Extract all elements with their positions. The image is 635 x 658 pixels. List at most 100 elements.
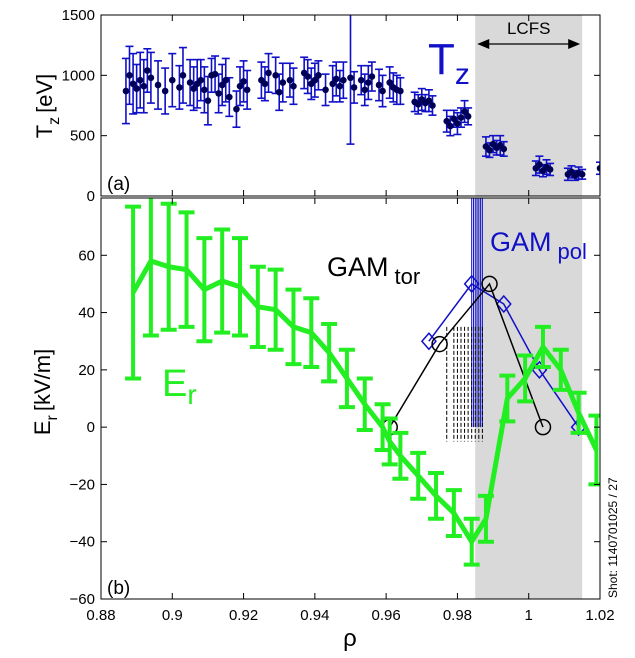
gam-pol-label: GAM pol: [490, 227, 587, 264]
tz-point: [190, 85, 197, 92]
tz-point: [332, 75, 340, 83]
er-line: [130, 258, 599, 545]
tz-point: [379, 87, 386, 95]
panel-b-frame: [100, 197, 601, 600]
panel-b-ylabel: Er[kV/m]: [30, 349, 61, 435]
tz-point: [447, 122, 454, 130]
tz-point: [222, 76, 230, 84]
tz-point: [340, 76, 347, 84]
er-series-label: Er: [162, 363, 197, 410]
tz-point: [197, 76, 205, 84]
tz-point: [176, 84, 183, 91]
tz-point: [454, 120, 461, 127]
ytick-label: 40: [78, 305, 95, 322]
panel-b-shaded-region: [475, 198, 583, 599]
xtick-label: 0.92: [229, 607, 258, 624]
tz-point: [596, 164, 600, 172]
tz-point: [122, 87, 130, 95]
tz-point: [136, 76, 144, 84]
tz-point: [329, 80, 336, 88]
tz-point: [186, 79, 194, 86]
shot-label: Shot: 1140701025 / 27: [606, 477, 620, 598]
tz-point: [261, 80, 269, 88]
xtick-label: 0.9: [162, 607, 183, 624]
panel-a-shaded-region: [475, 15, 583, 196]
tz-point: [243, 86, 251, 94]
tz-point: [126, 72, 133, 79]
tz-point: [275, 88, 283, 96]
tz-point: [500, 145, 508, 153]
tz-point: [486, 146, 493, 154]
tz-point: [144, 67, 151, 74]
tz-point: [154, 81, 162, 89]
tz-point: [147, 74, 155, 82]
tz-point: [226, 93, 233, 101]
ytick-label: 60: [78, 247, 95, 264]
gam-tor-line: [389, 282, 544, 428]
gam-tor-label: GAM tor: [327, 252, 420, 289]
xtick-label: 0.88: [86, 607, 115, 624]
tz-point: [133, 85, 140, 92]
tz-point: [368, 73, 376, 80]
tz-point: [322, 86, 329, 94]
tz-point: [429, 102, 436, 109]
panel-a-label: (a): [107, 174, 130, 195]
tz-point: [233, 105, 240, 113]
ytick-label: −20: [70, 476, 95, 493]
tz-point: [536, 161, 543, 168]
xtick-label: 0.94: [300, 607, 329, 624]
ytick-label: 0: [87, 188, 95, 205]
er-series: [125, 198, 600, 567]
tz-point: [286, 76, 294, 84]
tz-point: [201, 86, 208, 94]
ytick-label: −40: [70, 534, 95, 551]
tz-point: [290, 82, 297, 90]
tz-point: [397, 87, 404, 95]
tz-point: [211, 70, 219, 78]
tz-point: [304, 73, 312, 80]
tz-point: [204, 97, 212, 104]
ytick-label: 20: [78, 362, 95, 379]
panel-a-frame: [100, 14, 601, 197]
tz-point: [218, 81, 226, 89]
tz-point: [464, 113, 472, 120]
gam-tor-marker: [431, 335, 448, 353]
gam-tor-marker: [481, 275, 498, 293]
tz-point: [425, 97, 433, 104]
gam-pol-line: [428, 282, 580, 428]
panel-b-xlabel: ρ: [343, 625, 357, 652]
ytick-label: −60: [70, 591, 95, 608]
xtick-label: 1: [525, 607, 533, 624]
lcfs-annotation: LCFS: [477, 19, 581, 49]
tz-point: [265, 69, 272, 77]
tz-point: [546, 166, 554, 173]
panel-b: −60 −40 −20 0 20 40 60 0.88 0.9 0.92 0.94 0.96 0.98…: [30, 197, 620, 652]
tz-point: [161, 87, 169, 95]
gam-vertical-lines: [471, 198, 483, 428]
xtick-label: 0.96: [372, 607, 401, 624]
panel-a-ylabel: Tz[eV]: [32, 74, 63, 139]
tz-point: [311, 76, 319, 84]
tz-point: [140, 82, 148, 90]
xtick-label: 0.98: [443, 607, 472, 624]
panel-a-points: [122, 67, 600, 179]
tz-point: [336, 82, 344, 90]
tz-point: [240, 78, 247, 85]
xtick-label: 1.02: [585, 607, 614, 624]
ytick-label: 500: [70, 128, 95, 145]
panel-b-xticks: 0.88 0.9 0.92 0.94 0.96 0.98 1 1.02: [86, 198, 615, 624]
tz-point: [450, 115, 458, 123]
ytick-label: 0: [87, 419, 95, 436]
tz-point: [414, 100, 422, 108]
tz-point: [457, 114, 465, 121]
tz-point: [361, 86, 369, 94]
tz-point: [272, 72, 279, 79]
tz-point: [315, 72, 322, 79]
tz-series-label: Tz: [428, 35, 470, 91]
tz-point: [386, 79, 394, 86]
lcfs-arrow-left-head: [477, 39, 490, 49]
tz-point: [279, 79, 287, 86]
lcfs-arrow-right-head: [568, 39, 581, 49]
tz-point: [365, 79, 372, 86]
